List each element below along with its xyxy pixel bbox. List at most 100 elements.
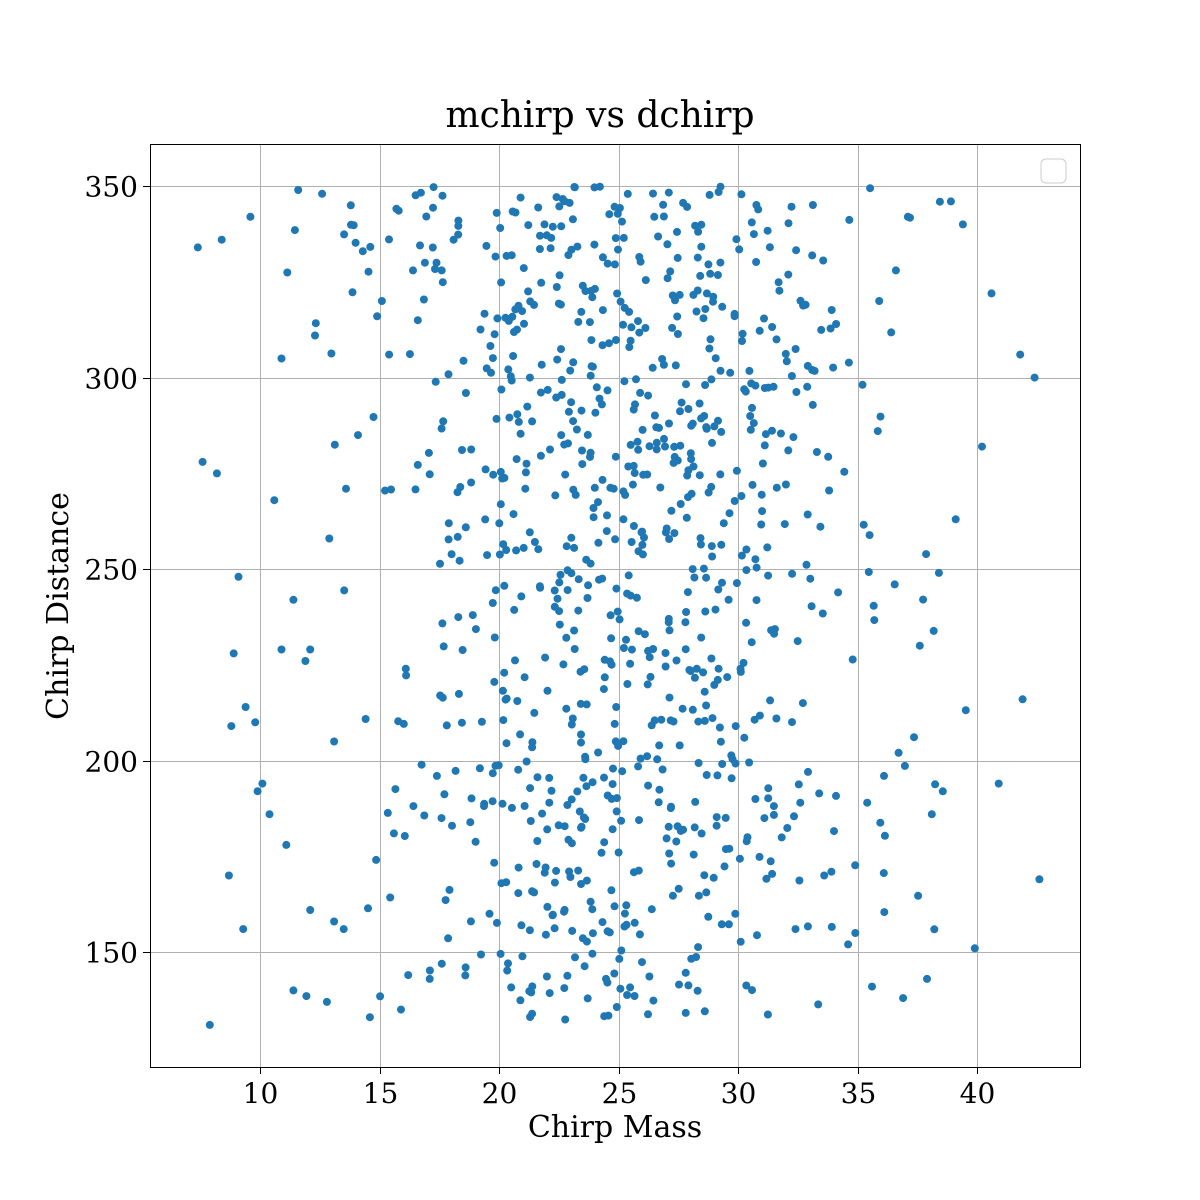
data-point — [820, 871, 829, 880]
data-point — [438, 191, 447, 200]
data-point — [709, 873, 718, 882]
data-point — [428, 243, 437, 252]
data-point — [507, 983, 516, 992]
data-point — [634, 445, 643, 454]
data-point — [461, 389, 470, 397]
data-point — [891, 266, 900, 275]
data-point — [673, 312, 682, 321]
data-point — [612, 807, 621, 816]
x-tick-label: 40 — [960, 1077, 996, 1110]
data-point — [688, 705, 697, 714]
data-point — [827, 306, 836, 314]
data-point — [812, 448, 821, 456]
data-point — [742, 837, 751, 846]
data-point — [425, 974, 434, 983]
data-point — [682, 513, 691, 522]
data-point — [1035, 875, 1044, 884]
data-point — [492, 208, 501, 217]
data-point — [239, 925, 248, 934]
data-point — [533, 773, 542, 782]
data-point — [602, 527, 611, 536]
data-point — [723, 673, 732, 682]
data-point — [495, 519, 504, 528]
data-point — [803, 922, 812, 931]
data-point — [391, 785, 400, 794]
data-point — [545, 798, 554, 807]
data-point — [702, 423, 711, 432]
data-point — [772, 335, 781, 344]
data-point — [619, 487, 628, 496]
data-point — [521, 484, 530, 493]
data-point — [665, 535, 674, 543]
data-point — [863, 798, 872, 807]
data-point — [658, 765, 667, 774]
data-point — [724, 595, 733, 604]
data-point — [697, 220, 706, 229]
data-point — [656, 483, 665, 492]
data-point — [603, 927, 612, 936]
data-point — [400, 832, 409, 840]
data-point — [765, 243, 774, 252]
data-point — [311, 319, 320, 328]
data-point — [431, 265, 439, 273]
data-point — [598, 306, 607, 315]
data-point — [572, 425, 581, 434]
data-point — [764, 571, 773, 580]
data-point — [742, 618, 751, 627]
data-point — [649, 189, 657, 198]
data-point — [555, 271, 564, 280]
data-point — [749, 230, 758, 239]
data-point — [366, 242, 375, 251]
data-point — [612, 794, 621, 803]
data-point — [592, 383, 601, 392]
data-point — [507, 803, 516, 812]
data-point — [198, 457, 207, 466]
data-point — [420, 811, 429, 820]
data-point — [327, 349, 336, 358]
data-point — [583, 430, 592, 439]
data-point — [413, 460, 422, 469]
data-point — [671, 361, 680, 370]
data-point — [788, 569, 797, 578]
data-point — [627, 323, 636, 332]
data-point — [654, 798, 663, 807]
data-point — [716, 258, 725, 267]
data-point — [583, 994, 592, 1003]
data-point — [603, 978, 612, 987]
data-point — [342, 484, 350, 493]
data-point — [491, 761, 500, 770]
data-point — [708, 714, 717, 723]
data-point — [639, 470, 648, 479]
data-point — [645, 442, 654, 451]
data-point — [564, 835, 573, 844]
data-point — [665, 626, 674, 635]
data-point — [803, 510, 812, 519]
data-point — [702, 573, 711, 582]
data-point — [672, 656, 681, 665]
data-point — [543, 902, 552, 911]
data-point — [832, 791, 840, 800]
data-point — [466, 818, 475, 827]
data-point — [552, 193, 561, 202]
data-point — [654, 232, 663, 241]
data-point — [620, 909, 629, 918]
data-point — [561, 470, 570, 479]
data-point — [454, 230, 463, 239]
data-point — [768, 323, 777, 331]
data-point — [548, 222, 557, 231]
data-point — [626, 983, 635, 992]
data-point — [670, 442, 679, 451]
data-point — [346, 201, 355, 210]
data-point — [736, 667, 745, 676]
data-point — [760, 441, 769, 450]
data-point — [511, 305, 520, 314]
data-point — [655, 785, 664, 794]
data-point — [620, 377, 629, 386]
data-point — [492, 414, 501, 423]
data-point — [827, 867, 836, 876]
data-point — [776, 429, 785, 438]
data-point — [507, 251, 516, 260]
data-point — [454, 613, 463, 622]
data-point — [766, 857, 775, 866]
data-point — [731, 722, 740, 731]
